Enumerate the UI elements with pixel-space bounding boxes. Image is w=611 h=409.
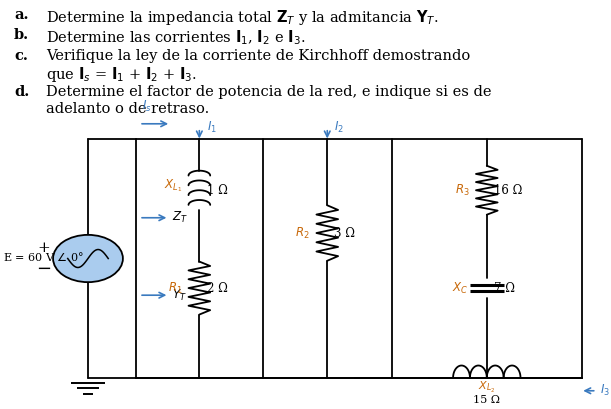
Text: b.: b. xyxy=(14,28,29,43)
Text: que $\mathbf{I}_s$ = $\mathbf{I}_1$ + $\mathbf{I}_2$ + $\mathbf{I}_3$.: que $\mathbf{I}_s$ = $\mathbf{I}_1$ + $\… xyxy=(46,65,197,84)
Text: $X_{L_2}$: $X_{L_2}$ xyxy=(478,380,496,395)
Text: E = 60 V $\angle$ 0°: E = 60 V $\angle$ 0° xyxy=(3,250,84,263)
Text: $R_1$: $R_1$ xyxy=(168,281,183,296)
Text: $R_3$: $R_3$ xyxy=(455,183,470,198)
Text: 7 Ω: 7 Ω xyxy=(494,281,515,294)
Text: 2 Ω: 2 Ω xyxy=(207,281,227,294)
Text: $X_{L_1}$: $X_{L_1}$ xyxy=(164,178,183,194)
Text: Determine el factor de potencia de la red, e indique si es de: Determine el factor de potencia de la re… xyxy=(46,85,491,99)
Text: 1 Ω: 1 Ω xyxy=(207,184,227,197)
Text: $R_2$: $R_2$ xyxy=(295,225,309,240)
Text: $I_2$: $I_2$ xyxy=(334,120,345,135)
Text: $X_C$: $X_C$ xyxy=(453,281,469,296)
Text: adelanto o de retraso.: adelanto o de retraso. xyxy=(46,102,209,116)
Circle shape xyxy=(53,235,123,282)
Text: −: − xyxy=(37,260,51,278)
Text: a.: a. xyxy=(14,8,29,22)
Text: c.: c. xyxy=(14,49,28,63)
Text: d.: d. xyxy=(14,85,29,99)
Text: $Y_T$: $Y_T$ xyxy=(172,288,187,303)
Text: 3 Ω: 3 Ω xyxy=(334,227,356,240)
Text: 16 Ω: 16 Ω xyxy=(494,184,522,197)
Text: +: + xyxy=(38,241,51,255)
Text: Determine la impedancia total $\mathbf{Z}_T$ y la admitancia $\mathbf{Y}_T$.: Determine la impedancia total $\mathbf{Z… xyxy=(46,8,439,27)
Text: Determine las corrientes $\mathbf{I}_1$, $\mathbf{I}_2$ e $\mathbf{I}_3$.: Determine las corrientes $\mathbf{I}_1$,… xyxy=(46,28,305,47)
Text: $Z_T$: $Z_T$ xyxy=(172,210,188,225)
Text: $I_1$: $I_1$ xyxy=(207,120,216,135)
Text: Verifique la ley de la corriente de Kirchhoff demostrando: Verifique la ley de la corriente de Kirc… xyxy=(46,49,470,63)
Text: $I_3$: $I_3$ xyxy=(599,383,610,398)
Text: 15 Ω: 15 Ω xyxy=(474,395,500,405)
Text: $I_s$: $I_s$ xyxy=(142,99,152,114)
